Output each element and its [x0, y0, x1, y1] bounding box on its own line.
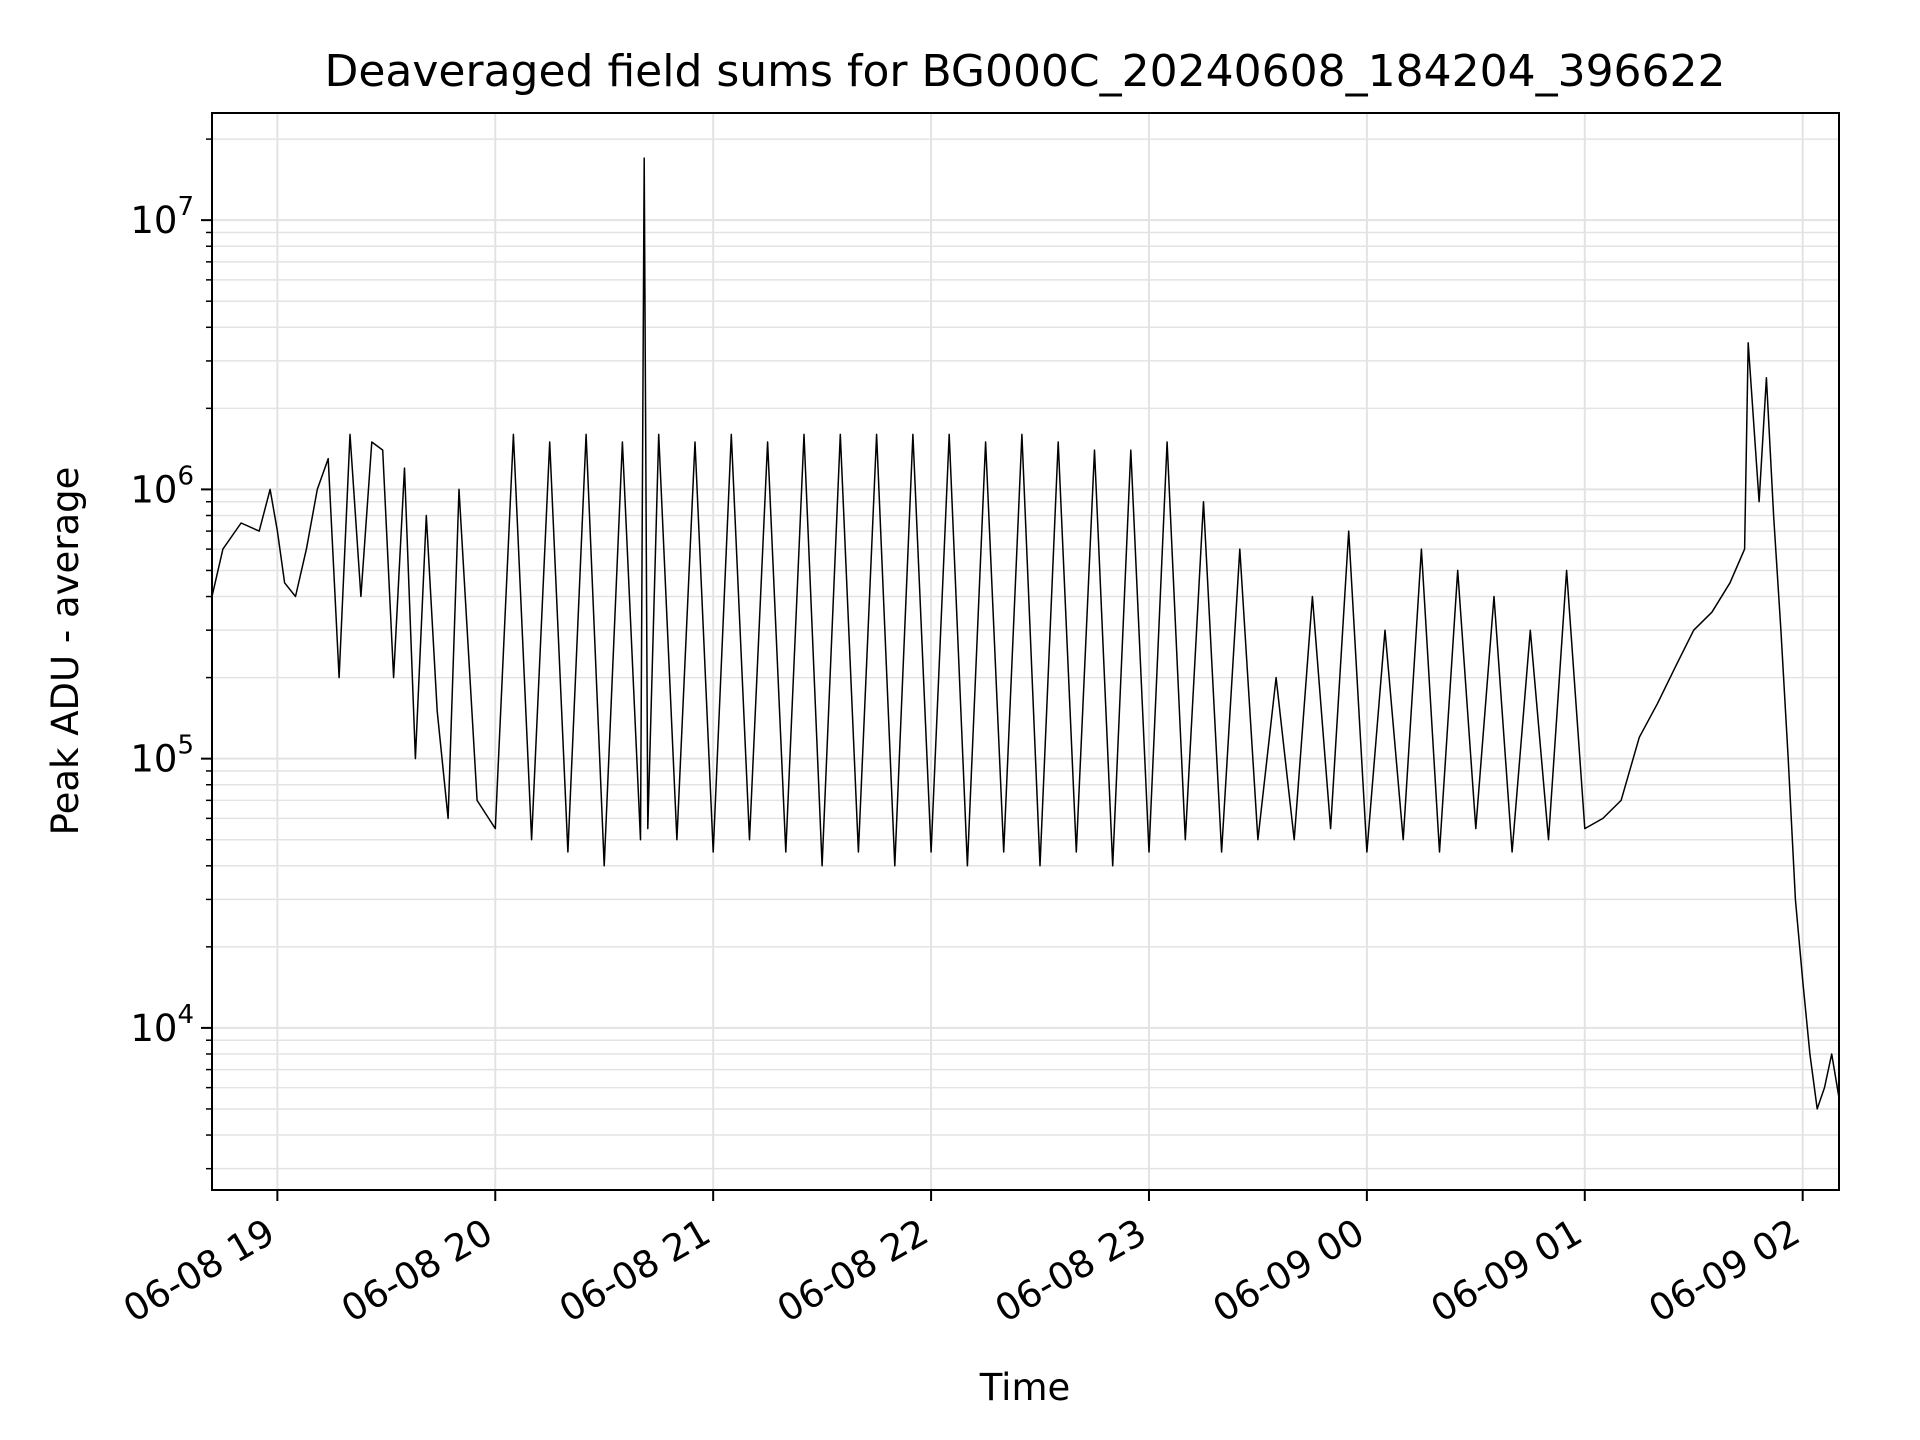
plot-frame [211, 112, 1840, 1191]
chart-title: Deaveraged field sums for BG000C_2024060… [324, 46, 1725, 97]
grid [212, 113, 1839, 1190]
series-group [211, 157, 1840, 1110]
x-axis-label: Time [979, 1366, 1071, 1409]
y-tick-label: 105 [130, 731, 194, 781]
y-axis: 104 105 106 107 [130, 138, 212, 1170]
y-axis-label: Peak ADU - average [44, 467, 87, 836]
y-tick-label: 107 [130, 192, 194, 242]
y-tick-label: 104 [130, 1000, 194, 1050]
series-line [211, 157, 1840, 1110]
y-tick-label: 106 [130, 461, 194, 511]
